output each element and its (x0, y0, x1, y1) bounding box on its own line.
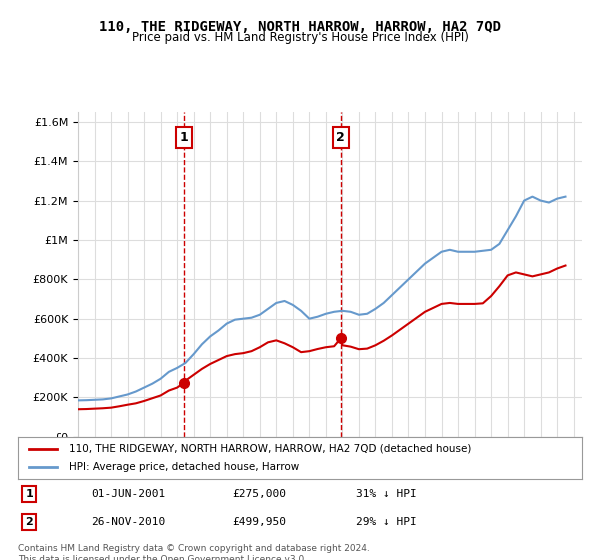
Text: 2: 2 (337, 131, 345, 144)
Text: 01-JUN-2001: 01-JUN-2001 (91, 489, 166, 499)
Text: 26-NOV-2010: 26-NOV-2010 (91, 517, 166, 527)
Text: 2: 2 (25, 517, 33, 527)
Text: Price paid vs. HM Land Registry's House Price Index (HPI): Price paid vs. HM Land Registry's House … (131, 31, 469, 44)
Text: HPI: Average price, detached house, Harrow: HPI: Average price, detached house, Harr… (69, 462, 299, 472)
Text: 1: 1 (180, 131, 188, 144)
Text: 1: 1 (25, 489, 33, 499)
Text: 29% ↓ HPI: 29% ↓ HPI (356, 517, 417, 527)
Text: £499,950: £499,950 (232, 517, 286, 527)
Text: 31% ↓ HPI: 31% ↓ HPI (356, 489, 417, 499)
Text: 110, THE RIDGEWAY, NORTH HARROW, HARROW, HA2 7QD: 110, THE RIDGEWAY, NORTH HARROW, HARROW,… (99, 20, 501, 34)
Text: 110, THE RIDGEWAY, NORTH HARROW, HARROW, HA2 7QD (detached house): 110, THE RIDGEWAY, NORTH HARROW, HARROW,… (69, 444, 471, 454)
Text: £275,000: £275,000 (232, 489, 286, 499)
Text: Contains HM Land Registry data © Crown copyright and database right 2024.
This d: Contains HM Land Registry data © Crown c… (18, 544, 370, 560)
